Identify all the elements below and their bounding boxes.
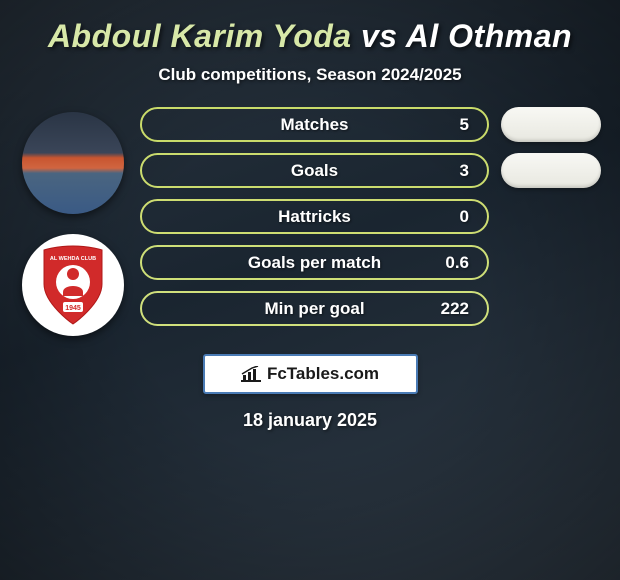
brand-badge: FcTables.com xyxy=(203,354,418,394)
stat-value-right: 222 xyxy=(441,299,469,319)
club-shield-icon: AL WEHDA CLUB 1945 xyxy=(36,244,110,326)
stat-pill: Min per goal 222 xyxy=(140,291,489,326)
title-player1: Abdoul Karim Yoda xyxy=(48,18,352,54)
shield-text: AL WEHDA CLUB xyxy=(49,256,95,262)
avatar-column: AL WEHDA CLUB 1945 xyxy=(15,107,130,336)
comparison-title: Abdoul Karim Yoda vs Al Othman xyxy=(15,18,605,55)
stat-value-right: 3 xyxy=(460,161,469,181)
stat-row: Hattricks 0 xyxy=(140,199,601,234)
player2-avatar: AL WEHDA CLUB 1945 xyxy=(22,234,124,336)
stat-label: Matches xyxy=(280,115,348,135)
stat-value-right: 0 xyxy=(460,207,469,227)
stat-row: Matches 5 xyxy=(140,107,601,142)
stat-pill: Matches 5 xyxy=(140,107,489,142)
player1-avatar xyxy=(22,112,124,214)
stat-label: Goals xyxy=(291,161,338,181)
subtitle: Club competitions, Season 2024/2025 xyxy=(15,65,605,85)
brand-text: FcTables.com xyxy=(267,364,379,384)
main-content: AL WEHDA CLUB 1945 Matches 5 Goals 3 Hattric… xyxy=(15,107,605,336)
stat-label: Hattricks xyxy=(278,207,351,227)
shield-year: 1945 xyxy=(65,305,81,312)
side-placeholder xyxy=(501,245,601,280)
stat-value-right: 5 xyxy=(460,115,469,135)
stat-pill: Goals 3 xyxy=(140,153,489,188)
bar-chart-icon xyxy=(241,366,261,382)
player1-photo xyxy=(22,112,124,214)
title-player2: Al Othman xyxy=(406,18,572,54)
side-pill xyxy=(501,153,601,188)
stat-row: Goals 3 xyxy=(140,153,601,188)
side-placeholder xyxy=(501,199,601,234)
stat-label: Min per goal xyxy=(264,299,364,319)
stat-label: Goals per match xyxy=(248,253,381,273)
stat-pill: Hattricks 0 xyxy=(140,199,489,234)
date-text: 18 january 2025 xyxy=(15,410,605,431)
side-placeholder xyxy=(501,291,601,326)
stat-row: Goals per match 0.6 xyxy=(140,245,601,280)
title-vs: vs xyxy=(361,18,398,54)
side-pill xyxy=(501,107,601,142)
stat-row: Min per goal 222 xyxy=(140,291,601,326)
stat-value-right: 0.6 xyxy=(445,253,469,273)
stat-pill: Goals per match 0.6 xyxy=(140,245,489,280)
stats-column: Matches 5 Goals 3 Hattricks 0 Goals per match 0… xyxy=(130,107,605,326)
